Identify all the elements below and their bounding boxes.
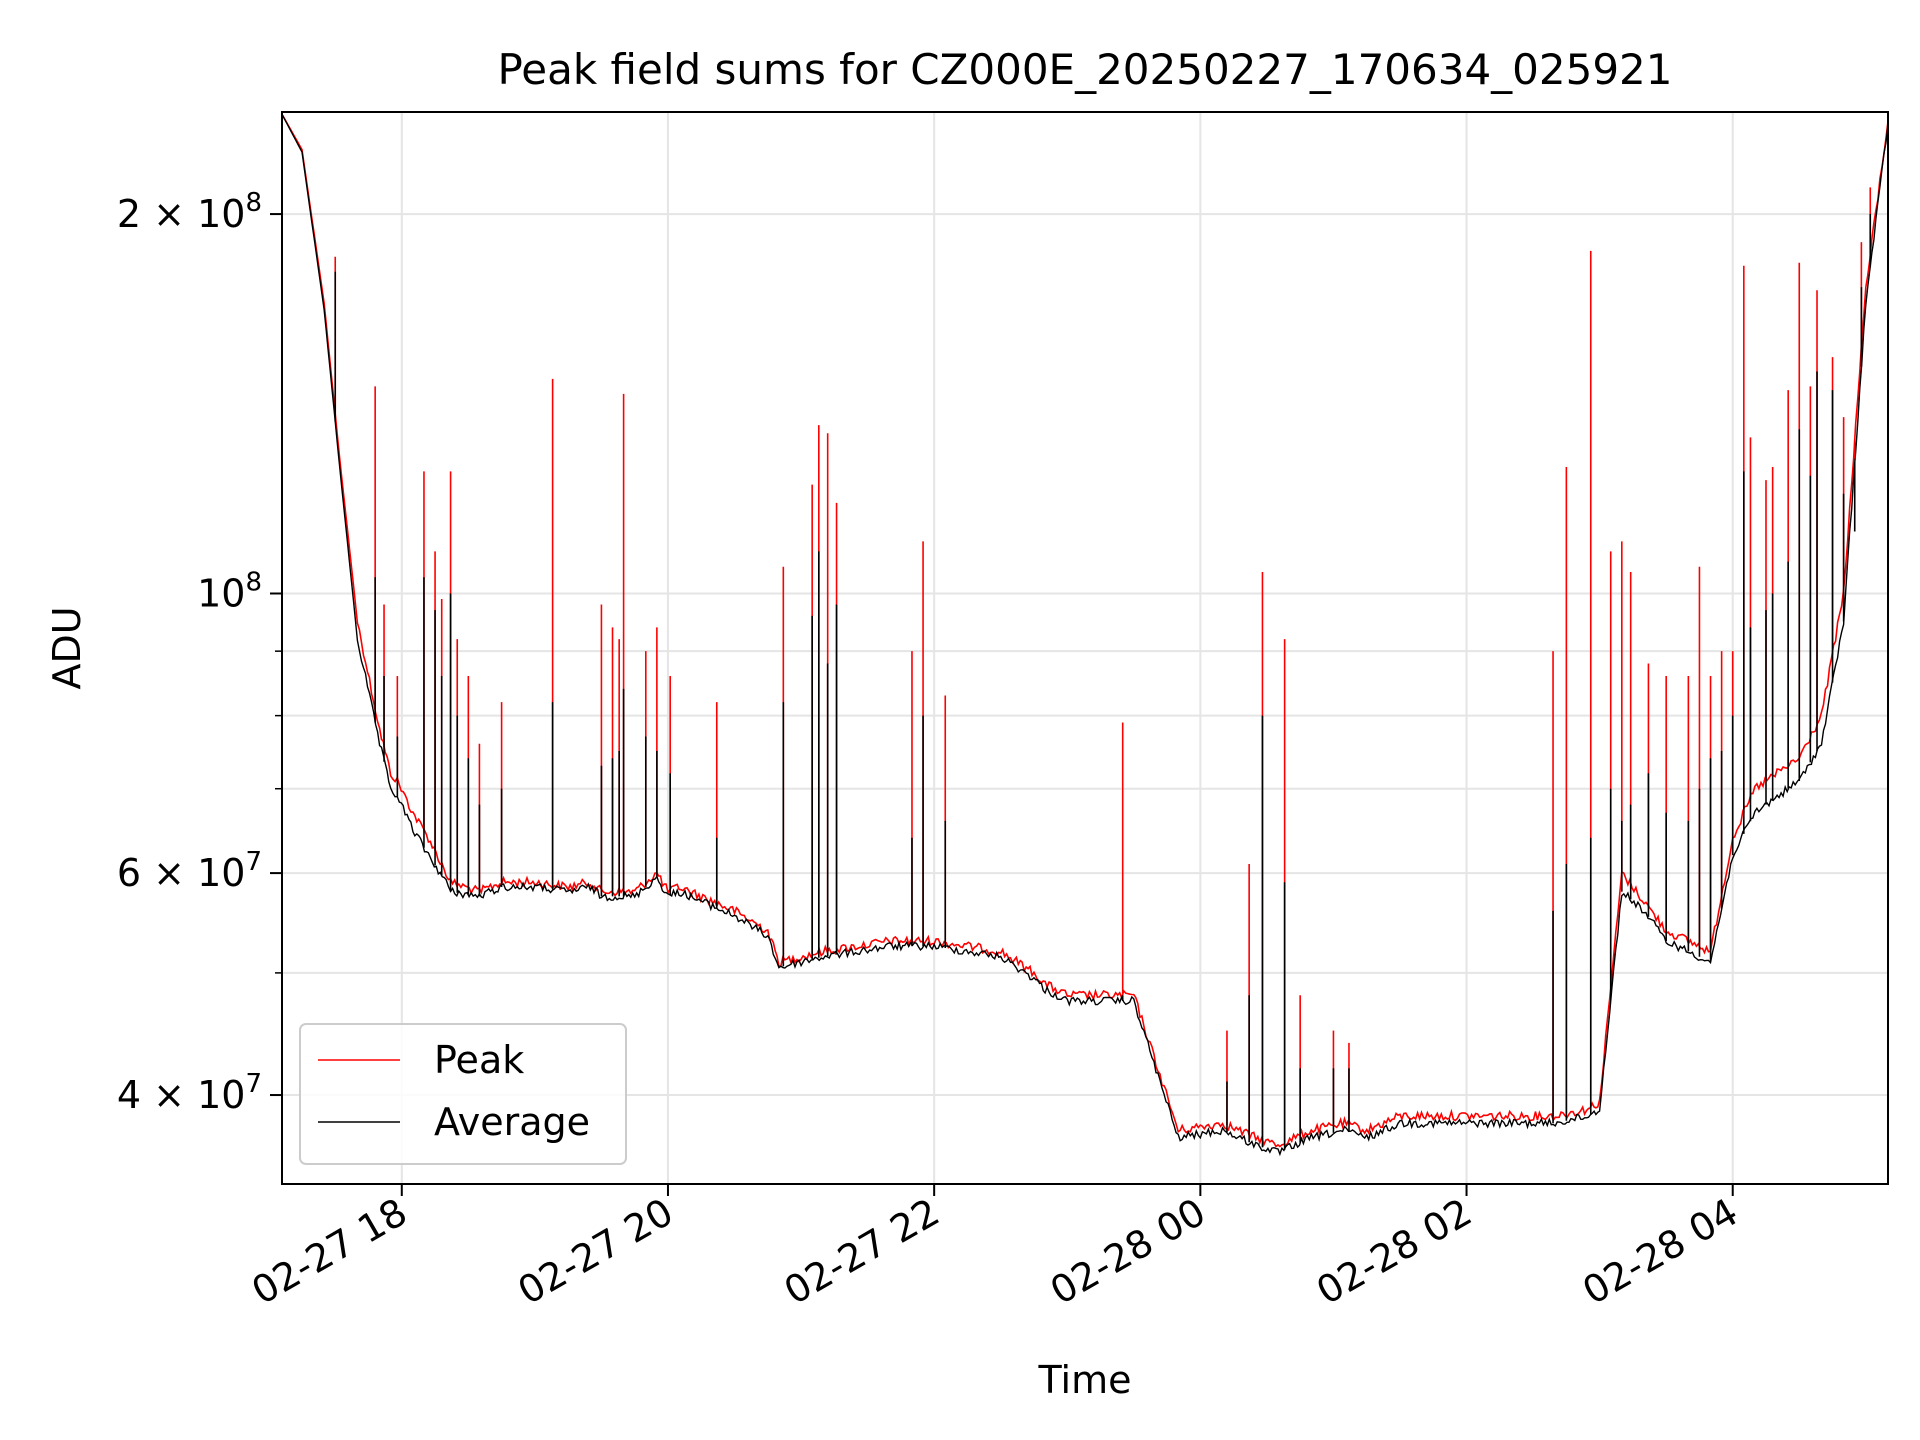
y-tick-label-exponent: 8 bbox=[245, 188, 262, 218]
grid bbox=[282, 112, 1888, 1184]
y-tick-label: 4 × 107 bbox=[117, 1069, 262, 1117]
series-line-peak bbox=[282, 113, 1888, 1148]
y-tick-label: 2 × 108 bbox=[117, 188, 262, 236]
y-tick-label-base: 6 × 10 bbox=[117, 851, 246, 895]
plot-frame bbox=[281, 111, 1889, 1185]
chart-title: Peak field sums for CZ000E_20250227_1706… bbox=[497, 45, 1672, 94]
y-tick-label-base: 4 × 10 bbox=[117, 1073, 246, 1117]
legend-average-label: Average bbox=[434, 1100, 590, 1144]
series-group bbox=[282, 113, 1888, 1157]
y-tick-label-exponent: 7 bbox=[245, 1069, 262, 1099]
legend-peak-label: Peak bbox=[434, 1038, 524, 1082]
y-axis-label: ADU bbox=[45, 606, 89, 689]
series-layer bbox=[282, 113, 1888, 1157]
legend-box bbox=[299, 1023, 627, 1165]
y-tick-label: 108 bbox=[197, 567, 262, 615]
legend: Peak Average bbox=[299, 1023, 627, 1165]
y-tick-label-base: 2 × 10 bbox=[117, 192, 246, 236]
y-tick-label-base: 10 bbox=[197, 571, 245, 615]
y-tick-label-exponent: 7 bbox=[245, 847, 262, 877]
y-tick-label: 6 × 107 bbox=[117, 847, 262, 895]
y-tick-label-exponent: 8 bbox=[245, 567, 262, 597]
x-axis-label: Time bbox=[1038, 1358, 1132, 1402]
series-line-average bbox=[282, 113, 1888, 1157]
